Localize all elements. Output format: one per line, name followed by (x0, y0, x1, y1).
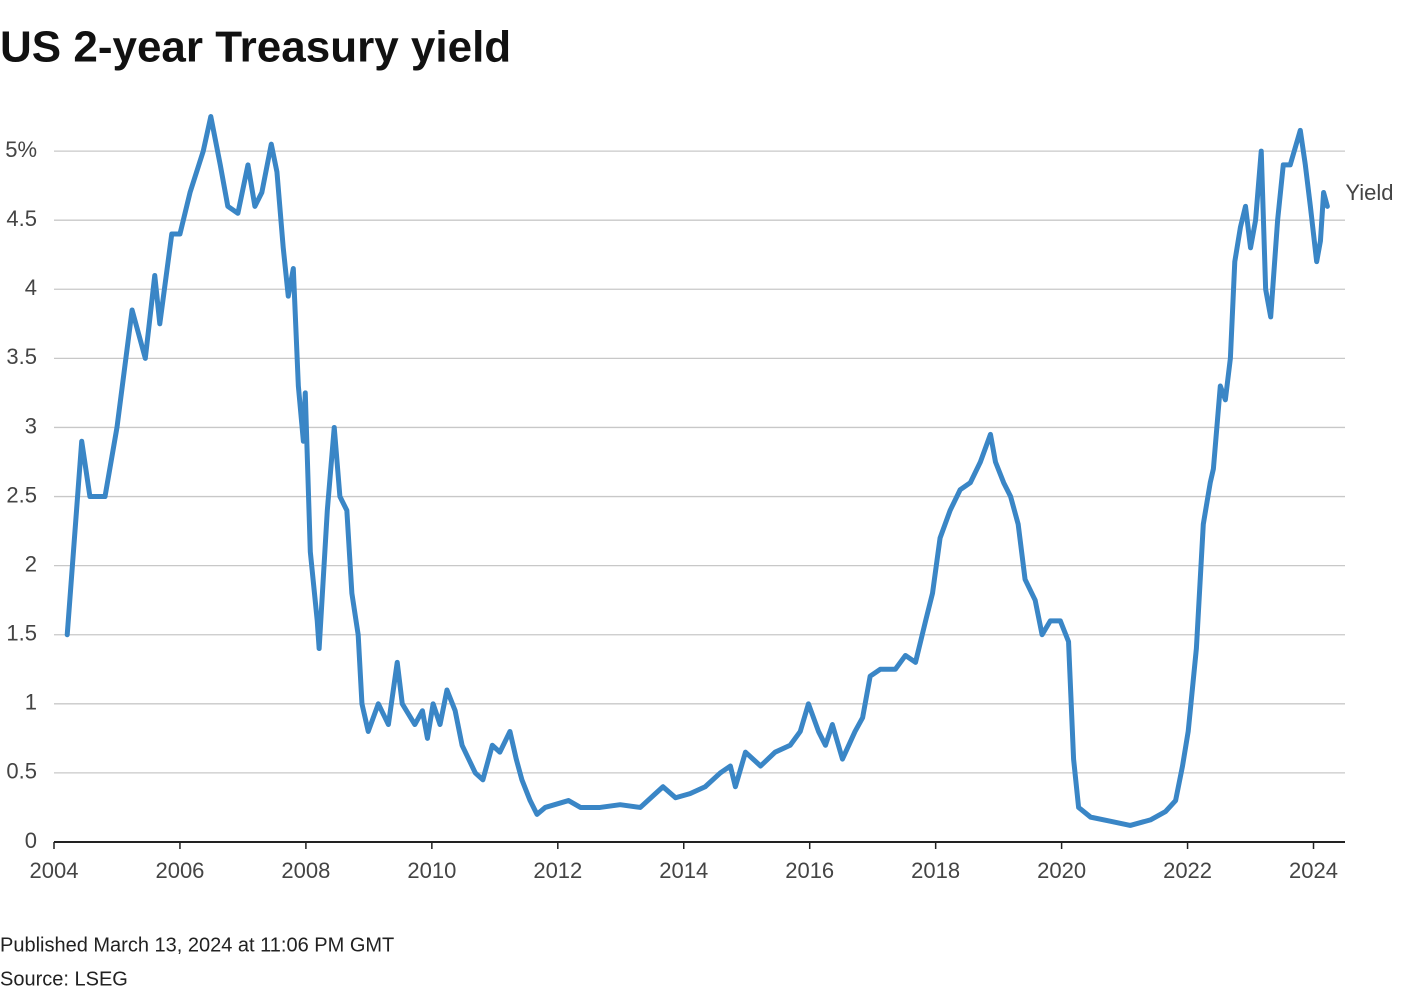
x-tick-label: 2012 (533, 858, 582, 883)
line (64, 114, 1330, 828)
y-tick-label: 0 (25, 828, 37, 853)
x-tick-label: 2020 (1037, 858, 1086, 883)
y-tick-label: 1 (25, 690, 37, 715)
y-tick-label: 4 (25, 275, 37, 300)
x-tick-label: 2016 (785, 858, 834, 883)
y-tick-label: 4.5 (6, 206, 37, 231)
chart-title: US 2-year Treasury yield (0, 23, 511, 72)
y-tick-label: 1.5 (6, 621, 37, 646)
y-tick-label: 2.5 (6, 482, 37, 507)
x-tick-label: 2024 (1289, 858, 1338, 883)
y-tick-label: 3 (25, 413, 37, 438)
x-tick-label: 2006 (155, 858, 204, 883)
x-tick-label: 2018 (911, 858, 960, 883)
x-tick-label: 2004 (30, 858, 79, 883)
y-tick-label: 0.5 (6, 759, 37, 784)
y-tick-label: 3.5 (6, 344, 37, 369)
x-tick-label: 2010 (407, 858, 456, 883)
x-tick-label: 2014 (659, 858, 708, 883)
x-tick-label: 2022 (1163, 858, 1212, 883)
footnote: Source: LSEG (0, 968, 128, 990)
footnote: Published March 13, 2024 at 11:06 PM GMT (0, 934, 394, 956)
x-tick-label: 2008 (281, 858, 330, 883)
series-label: Yield (1345, 180, 1393, 205)
y-tick-label: 2 (25, 551, 37, 576)
y-tick-label: 5% (5, 137, 37, 162)
